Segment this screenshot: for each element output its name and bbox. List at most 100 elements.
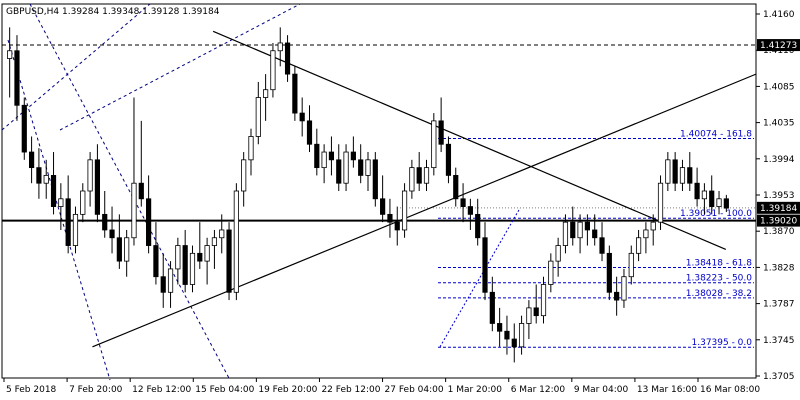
time-axis: 5 Feb 2018 7 Feb 20:00 12 Feb 12:00 15 Feb … <box>3 378 760 395</box>
trendline <box>212 30 727 250</box>
fib-level-label: 1.38028 - 38.2 <box>686 289 752 299</box>
candle-bear <box>314 143 320 169</box>
candle-bull <box>401 190 408 231</box>
candle-bull <box>635 237 642 254</box>
candle-bull <box>263 89 269 98</box>
candle-bear <box>394 221 400 231</box>
price-tick-label: 1.3787 <box>763 300 795 310</box>
candle-bear <box>380 198 386 215</box>
price-tick-label: 1.4110 <box>763 46 795 56</box>
time-tick-label: 15 Feb 04:00 <box>195 385 254 395</box>
trendline <box>92 73 757 348</box>
time-tick-label: 19 Feb 20:00 <box>258 385 317 395</box>
time-tick-label: 12 Feb 12:00 <box>132 385 191 395</box>
candle-bear <box>511 338 517 348</box>
candle-bull <box>518 323 525 348</box>
time-tick-label: 27 Feb 04:00 <box>385 385 444 395</box>
candle-bull <box>365 159 371 176</box>
candle-bear <box>372 159 378 200</box>
candle-bear <box>599 237 605 254</box>
candle-bear <box>497 323 503 332</box>
candle-bear <box>328 151 335 161</box>
candle-bull <box>277 42 283 52</box>
candle-bull <box>248 136 254 161</box>
candle-bear <box>475 213 481 239</box>
grid <box>1 3 757 381</box>
price-tick-label: 1.4160 <box>763 10 795 20</box>
candle-bull <box>679 167 686 184</box>
candle-bear <box>109 229 115 239</box>
candle-bull <box>423 167 430 184</box>
candle-bull <box>526 307 532 324</box>
time-tick-label: 22 Feb 12:00 <box>321 385 380 395</box>
time-tick-label: 16 Mar 08:00 <box>700 385 760 395</box>
candle-bear <box>29 151 35 169</box>
candle-bear <box>453 175 459 200</box>
candle-bull <box>189 252 196 285</box>
candle-bear <box>21 104 27 153</box>
price-tick-label: 1.3705 <box>763 372 795 382</box>
candle-bull <box>628 252 634 278</box>
candle-bear <box>306 120 313 145</box>
candle-bull <box>87 159 93 192</box>
candle-bull <box>255 97 261 137</box>
time-tick-label: 13 Mar 16:00 <box>637 385 697 395</box>
candle-bull <box>548 260 554 285</box>
candle-bull <box>219 229 225 239</box>
price-tick-label: 1.3828 <box>763 263 795 273</box>
candle-bear <box>284 42 291 75</box>
fib-anchor-line <box>439 207 521 348</box>
time-tick-label: 5 Feb 2018 <box>6 385 57 395</box>
level-price-label: 1.39020 <box>760 217 797 227</box>
candle-bear <box>146 198 152 246</box>
candle-bear <box>336 159 342 184</box>
current-price-label: 1.39184 <box>760 204 797 214</box>
candle-bull <box>643 229 649 239</box>
level-price-label: 1.41273 <box>760 41 797 51</box>
candle-bear <box>299 112 305 122</box>
candle-bull <box>80 190 86 215</box>
candle-bear <box>584 221 590 231</box>
candle-bear <box>358 159 364 176</box>
candle-bull <box>124 237 130 262</box>
candle-bull <box>577 221 583 239</box>
candle-bear <box>467 206 473 215</box>
candle-bear <box>65 198 71 246</box>
candle-bull <box>343 151 349 184</box>
fib-level-label: 1.40074 - 161.8 <box>680 129 752 139</box>
candle-bear <box>350 151 356 161</box>
candle-bear <box>504 330 510 340</box>
candle-bear <box>116 237 122 262</box>
candle-bull <box>540 284 547 317</box>
channel-line <box>29 3 231 381</box>
candle-bear <box>14 50 20 106</box>
candle-bear <box>723 198 729 209</box>
time-tick-label: 7 Feb 20:00 <box>69 385 123 395</box>
candle-bull <box>650 221 656 231</box>
candles <box>7 27 729 363</box>
candle-bear <box>102 213 108 231</box>
trendlines <box>92 30 757 348</box>
chart-header: GBPUSD,H4 1.39284 1.39348 1.39128 1.3918… <box>6 7 220 17</box>
candle-bear <box>160 276 166 293</box>
current-price-tag <box>757 201 800 214</box>
candle-bear <box>292 73 298 114</box>
price-tick-label: 1.3870 <box>763 227 795 237</box>
candle-bear <box>36 167 42 184</box>
candle-bull <box>131 182 137 239</box>
candle-bear <box>489 291 495 324</box>
candle-bull <box>241 159 247 192</box>
fib-level-label: 1.38223 - 50.0 <box>686 274 752 284</box>
candle-bear <box>592 229 598 239</box>
candle-bull <box>321 151 327 169</box>
candle-bear <box>94 159 101 215</box>
fib-level-label: 1.38418 - 61.8 <box>686 259 752 269</box>
candle-bull <box>701 190 707 200</box>
price-tick-label: 1.4035 <box>763 119 795 129</box>
candle-bull <box>665 159 671 184</box>
candle-bull <box>58 198 64 207</box>
level-price-tag <box>757 214 800 227</box>
candle-bull <box>621 276 627 301</box>
candle-bull <box>716 198 722 207</box>
